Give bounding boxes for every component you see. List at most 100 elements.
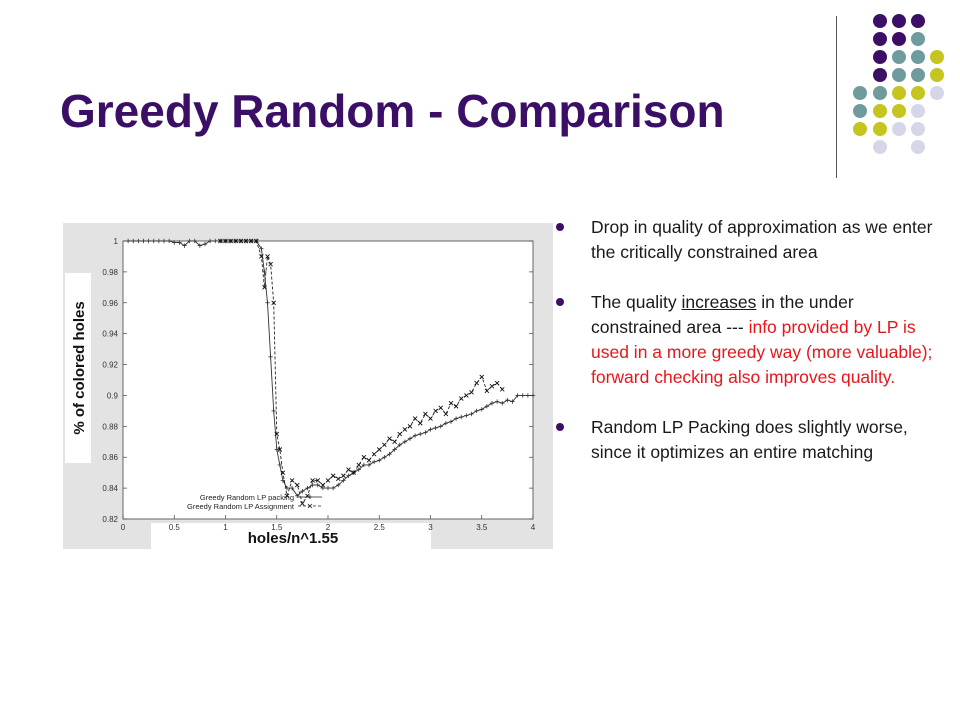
data-point [515, 393, 520, 398]
decor-dot [911, 50, 925, 64]
data-point [289, 478, 295, 483]
data-point [366, 462, 372, 468]
data-point [402, 427, 408, 432]
data-point [499, 386, 505, 392]
y-tick-label: 0.9 [107, 391, 119, 400]
data-point [320, 482, 326, 488]
x-tick-label: 1 [223, 523, 228, 532]
decor-dot [873, 14, 887, 28]
line-chart: 0 0.5 1 1.5 2 2.5 3 3.5 4 0.82 0.84 0.86 0.88 0.9 0.92… [63, 223, 553, 549]
data-point [182, 243, 187, 248]
data-point [280, 470, 286, 475]
x-tick-label: 2.5 [374, 523, 386, 532]
data-point [125, 238, 131, 244]
data-point [458, 396, 464, 401]
data-point [346, 473, 351, 478]
decor-dot [892, 32, 906, 46]
data-point [361, 462, 367, 468]
decor-dot [911, 140, 925, 154]
data-point [259, 254, 264, 259]
y-tick-label: 0.86 [102, 453, 118, 462]
data-point [525, 393, 531, 398]
data-point [412, 416, 418, 421]
data-point [459, 414, 464, 420]
data-point [310, 478, 315, 483]
data-point [423, 411, 428, 417]
data-point [268, 354, 273, 360]
data-point [289, 485, 295, 491]
data-point [494, 380, 500, 386]
x-tick-label: 4 [531, 523, 536, 532]
data-point [280, 478, 286, 483]
bullet-dot-icon [556, 223, 564, 231]
xlabel-background [151, 523, 431, 549]
data-point [407, 424, 413, 429]
data-point [448, 419, 454, 424]
data-point [356, 462, 362, 468]
data-point [510, 399, 515, 404]
y-axis-label: % of colored holes [71, 301, 88, 434]
data-point [238, 238, 244, 244]
decor-dot [911, 122, 925, 136]
data-point [402, 439, 408, 444]
data-point [407, 436, 413, 441]
data-point [494, 399, 500, 404]
data-point [382, 455, 387, 460]
data-point [500, 400, 505, 406]
bullet-underlined-text: increases [681, 292, 757, 312]
decor-dot [853, 104, 867, 118]
data-point [376, 447, 382, 452]
data-point [361, 454, 367, 460]
data-point [233, 238, 239, 244]
data-point [259, 246, 264, 251]
data-point [366, 457, 372, 463]
data-point [489, 383, 495, 389]
data-point [505, 397, 510, 403]
data-point [218, 238, 223, 244]
data-point [207, 238, 213, 244]
data-point [243, 238, 249, 244]
data-point [356, 467, 361, 472]
data-point [300, 489, 305, 494]
data-point [274, 431, 280, 437]
data-point [438, 424, 443, 429]
data-point [428, 416, 433, 421]
data-point [479, 374, 485, 380]
data-point [433, 425, 438, 431]
decor-dot [911, 32, 925, 46]
data-point [156, 238, 162, 244]
data-point [151, 238, 156, 244]
data-point [253, 238, 259, 244]
x-tick-label: 2 [326, 523, 331, 532]
bullet-item: Drop in quality of approximation as we e… [553, 215, 943, 265]
x-tick-label: 0 [121, 523, 126, 532]
bullet-item: Random LP Packing does slightly worse, s… [553, 415, 943, 465]
y-tick-label: 0.84 [102, 484, 118, 493]
decor-dot [873, 32, 887, 46]
decor-dot [930, 50, 944, 64]
x-axis-label: holes/n^1.55 [248, 530, 338, 547]
data-point [484, 404, 490, 409]
data-point [213, 238, 218, 244]
data-point [351, 470, 356, 475]
data-point [423, 430, 428, 435]
data-point [484, 388, 490, 394]
decor-dot [911, 104, 925, 118]
legend-label: Greedy Random LP Assignment [187, 502, 295, 511]
data-point [371, 459, 377, 465]
decor-dot [892, 104, 906, 118]
data-point [274, 447, 279, 452]
data-point [305, 485, 310, 491]
data-point [392, 439, 397, 445]
slide-title: Greedy Random - Comparison [60, 85, 725, 137]
data-point [418, 431, 423, 437]
legend-marker [308, 495, 312, 499]
data-point [489, 400, 495, 406]
data-point [228, 238, 233, 244]
data-point [464, 393, 469, 398]
bullet-text: Random LP Packing does slightly worse, s… [591, 417, 908, 462]
data-point [371, 451, 377, 457]
ylabel-background [65, 273, 91, 463]
data-point [417, 420, 423, 426]
data-point [464, 413, 469, 418]
